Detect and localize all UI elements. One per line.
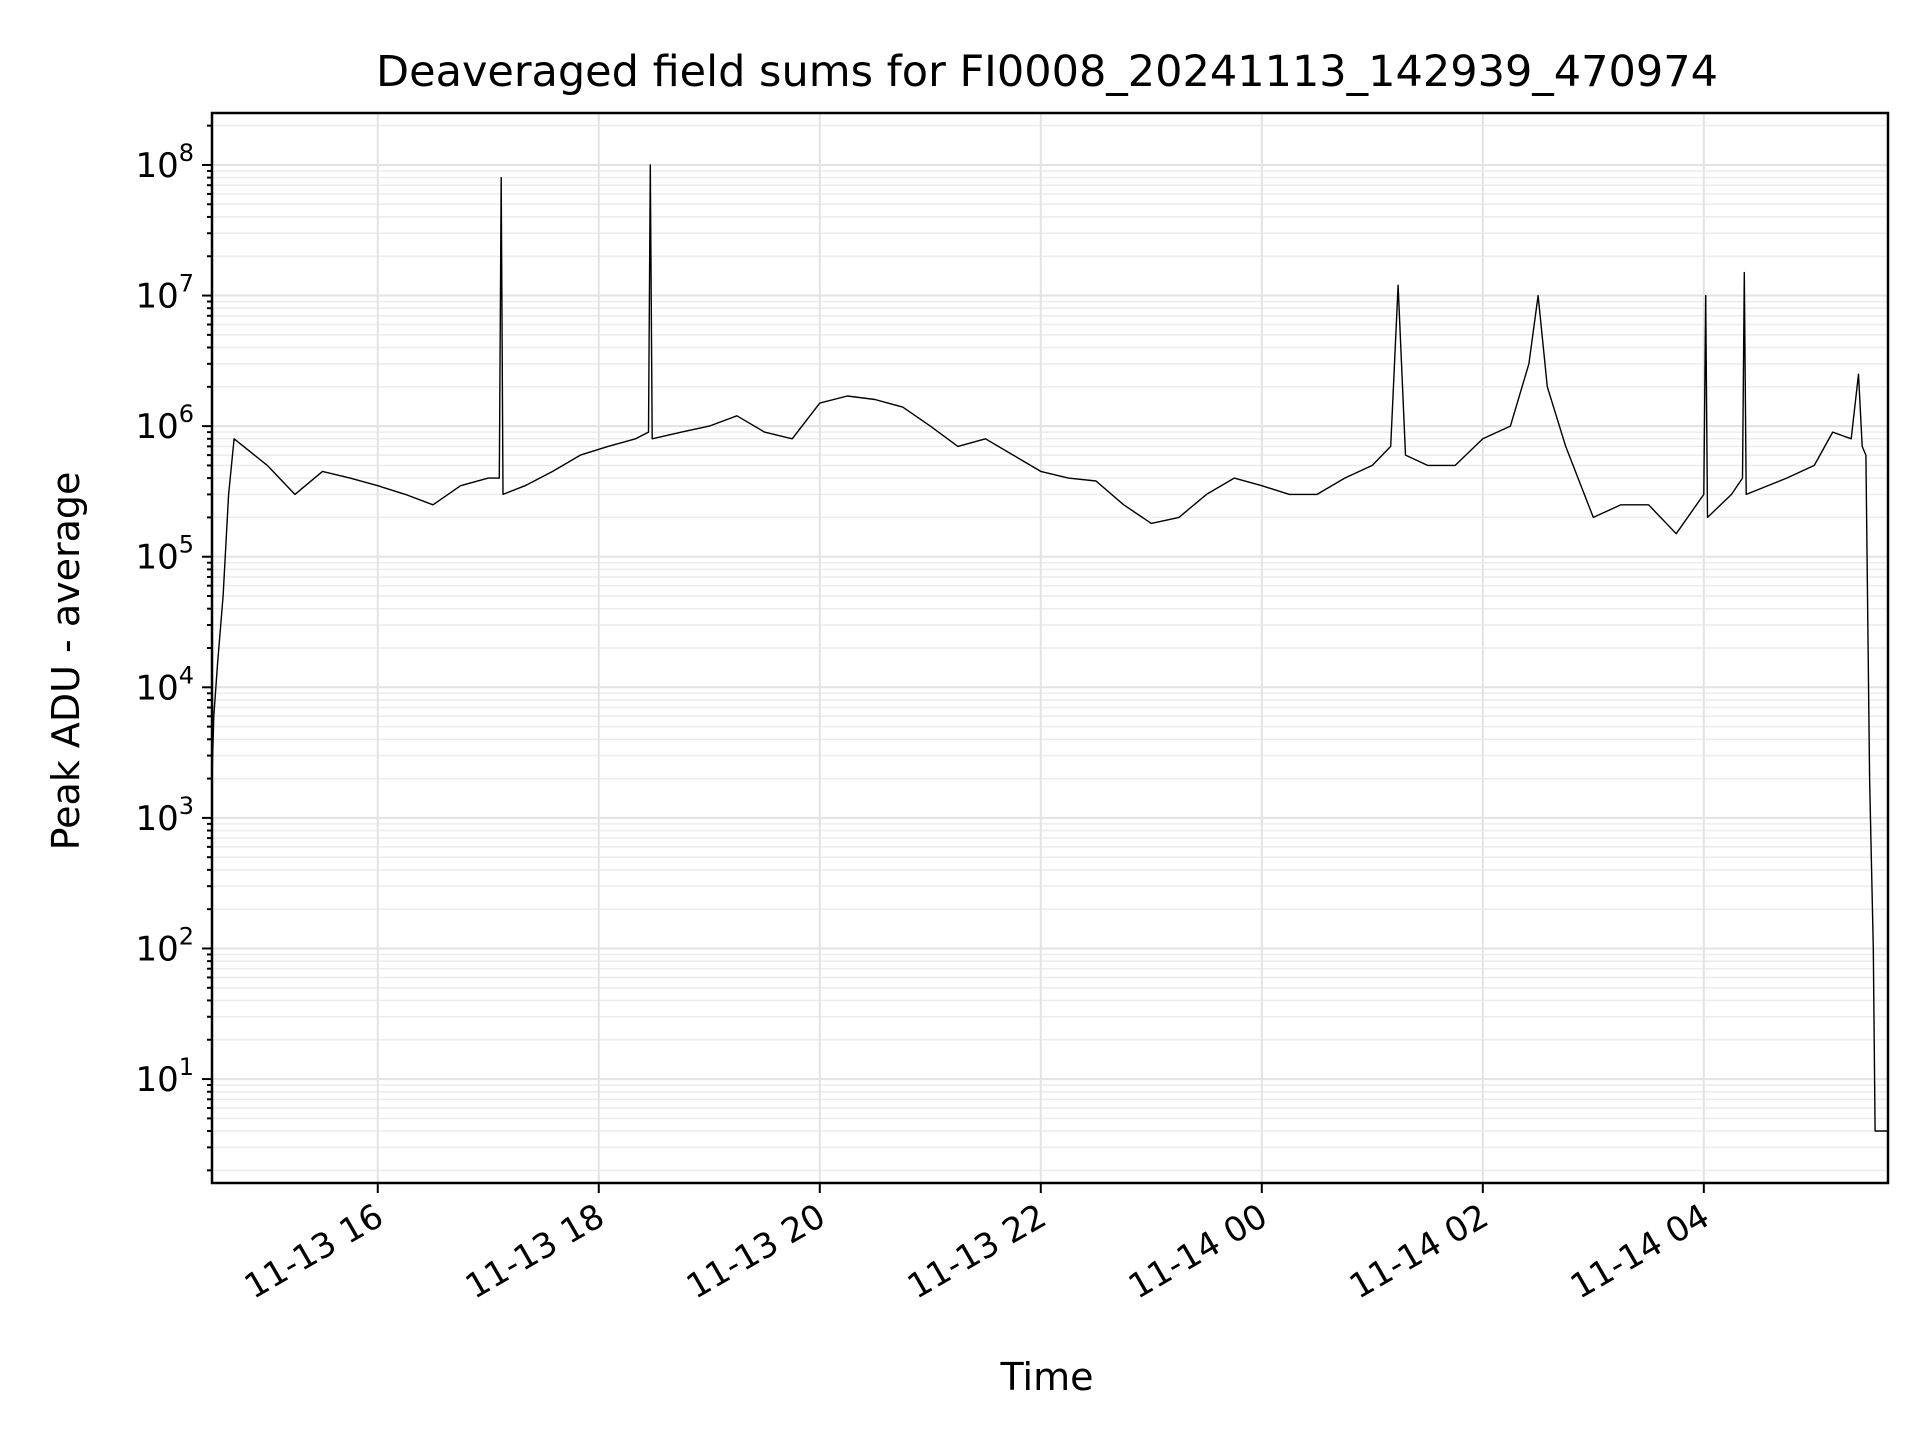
y-tick-label: 103 xyxy=(135,792,194,839)
chart-title: Deaveraged field sums for FI0008_2024111… xyxy=(376,47,1718,97)
y-tick-label: 104 xyxy=(135,661,194,708)
y-tick-label: 101 xyxy=(135,1053,194,1100)
y-tick-label: 105 xyxy=(135,531,194,578)
y-tick-label: 107 xyxy=(135,270,194,317)
y-tick-label: 108 xyxy=(135,139,194,186)
series-line xyxy=(211,164,1888,1132)
y-tick-label: 106 xyxy=(135,400,194,447)
y-axis-label: Peak ADU - average xyxy=(44,472,88,851)
grid xyxy=(212,113,1888,1183)
x-axis-label: Time xyxy=(1000,1355,1094,1399)
y-tick-label: 102 xyxy=(135,922,194,969)
